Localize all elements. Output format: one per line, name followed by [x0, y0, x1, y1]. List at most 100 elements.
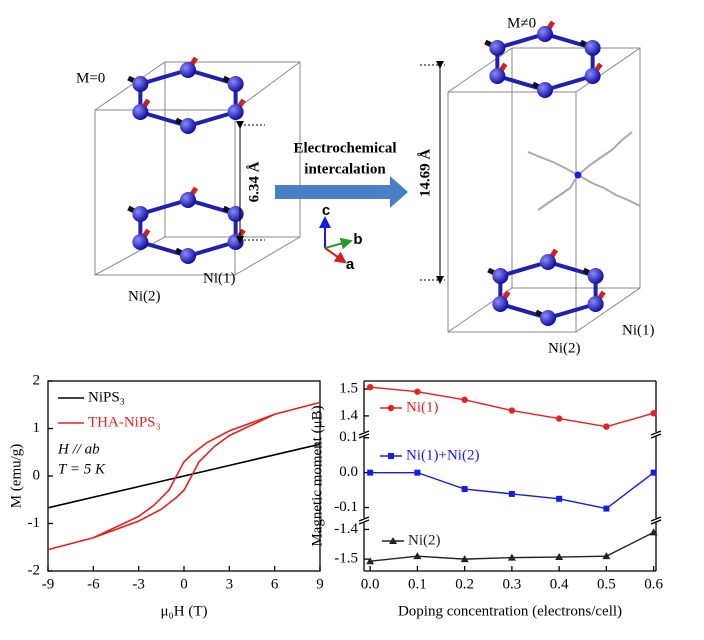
marker [555, 553, 564, 561]
marker [413, 552, 422, 560]
right-cell [447, 47, 641, 333]
site-label: Ni(2) [548, 340, 581, 356]
ni-rings [127, 20, 606, 326]
y-tick-label: -1.4 [334, 521, 358, 537]
ni-bond [138, 67, 238, 129]
site-label: Ni(2) [128, 288, 161, 304]
x-tick-label: 0.2 [455, 576, 474, 592]
axis-break [358, 516, 370, 522]
axis-a [324, 247, 347, 264]
legend-marker [388, 453, 394, 459]
y-tick-label: 1.4 [339, 407, 358, 423]
legend-marker [389, 537, 397, 544]
site-label: Ni(1) [203, 270, 236, 286]
ni-atom [132, 206, 149, 222]
series-line [47, 401, 321, 551]
x-axis-label: μ₀H (T) [160, 603, 207, 619]
x-tick-label: 0 [180, 576, 188, 592]
legend-label: Ni(1)+Ni(2) [406, 447, 479, 463]
axis-label: a [346, 256, 355, 273]
y-tick-label: 0.1 [339, 429, 358, 445]
tha-molecule [527, 131, 641, 211]
x-tick-label: 0.3 [503, 576, 522, 592]
x-tick-label: 3 [226, 576, 234, 592]
ni-bond [138, 197, 238, 259]
moment-label: M≠0 [507, 15, 536, 31]
marker [507, 553, 516, 561]
marker [603, 505, 610, 512]
marker [366, 383, 374, 391]
marker [461, 486, 468, 493]
marker [508, 490, 515, 497]
ni-atom [584, 40, 601, 56]
marker [414, 469, 421, 476]
y-tick-label: -1 [28, 515, 41, 531]
y-tick-label: -0.1 [334, 499, 358, 515]
ni-bond [498, 259, 598, 321]
ni-atom [537, 26, 553, 42]
ni-atom [132, 234, 149, 250]
spacing-label: 14.69 Å [417, 149, 433, 198]
axis-break [358, 430, 370, 436]
ni-atom [227, 76, 244, 92]
ni-atom [537, 82, 553, 98]
y-axis-label: Magnetic moment (μB) [309, 405, 325, 546]
marker [556, 495, 563, 502]
ni-atom [492, 296, 509, 312]
ni-atom [587, 268, 604, 284]
legend-marker [387, 404, 395, 412]
arrow-text: Electrochemical [293, 140, 396, 156]
annotation: T = 5 K [58, 461, 106, 477]
marker [460, 555, 469, 563]
y-tick-label: -1.5 [334, 551, 358, 567]
spacing-label: 6.34 Å [246, 161, 262, 202]
ni-atom [492, 268, 509, 284]
marker [414, 388, 421, 395]
marker [650, 410, 657, 417]
x-tick-label: 6 [271, 576, 279, 592]
ni-atom [132, 76, 149, 92]
x-tick-label: 0.5 [597, 576, 616, 592]
y-tick-label: -2 [28, 562, 41, 578]
y-axis-label: M (emu/g) [8, 444, 24, 509]
ni-atom [584, 68, 601, 84]
ni-atom [540, 254, 556, 270]
ni-atom [227, 234, 244, 250]
legend-label: Ni(1) [406, 399, 439, 415]
y-tick-label: 1 [33, 420, 41, 436]
axis-b [324, 237, 353, 250]
ni-atom [227, 104, 244, 120]
y-tick-label: 0 [33, 467, 41, 483]
marker [602, 552, 611, 560]
series-line [370, 471, 655, 510]
series-line [47, 443, 321, 509]
x-tick-label: -3 [132, 576, 145, 592]
legend-label: Ni(2) [408, 532, 441, 548]
marker [367, 469, 374, 476]
marker [649, 528, 658, 536]
legend-label: THA-NiPS₃ [88, 414, 161, 430]
structure-diagram: 6.34 Å 14.69 Å Electrochemical intercala… [76, 15, 655, 356]
y-tick-label: 1.5 [339, 380, 358, 396]
annotation: H // ab [57, 441, 100, 457]
x-tick-label: -6 [87, 576, 100, 592]
x-tick-label: 0.1 [408, 576, 427, 592]
marker [366, 557, 375, 565]
marker [650, 469, 657, 476]
site-label: Ni(1) [622, 322, 655, 338]
x-tick-label: 0.6 [644, 576, 663, 592]
ni-atom [227, 206, 244, 222]
process-arrow [275, 176, 408, 208]
ni-atom [180, 118, 196, 134]
arrow-text: intercalation [304, 161, 386, 177]
axis-break [650, 430, 662, 436]
marker [603, 423, 610, 430]
y-tick-label: 2 [33, 372, 41, 388]
x-tick-label: 0.4 [550, 576, 569, 592]
legend-label: NiPS₃ [88, 389, 125, 405]
x-tick-label: 9 [316, 576, 324, 592]
y-tick-label: 0.0 [339, 464, 358, 480]
moment-label: M=0 [76, 70, 105, 86]
ni-atom [587, 296, 604, 312]
